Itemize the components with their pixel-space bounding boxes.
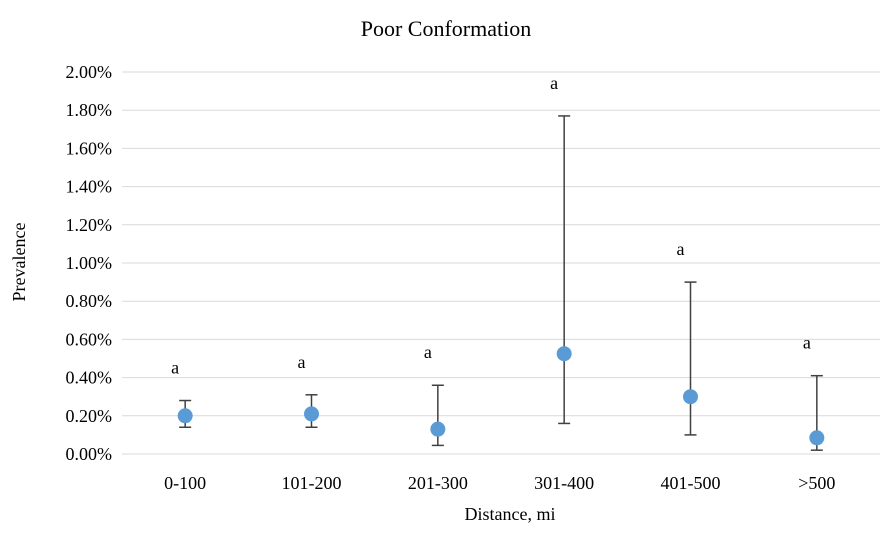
- y-tick-label: 1.20%: [66, 215, 113, 235]
- significance-label: a: [171, 358, 179, 378]
- y-tick-label: 2.00%: [66, 62, 113, 82]
- data-points: [177, 346, 825, 446]
- significance-label: a: [298, 352, 306, 372]
- y-tick-label: 0.20%: [66, 406, 113, 426]
- y-tick-label: 0.40%: [66, 368, 113, 388]
- error-bars: [179, 115, 823, 451]
- y-tick-label: 0.80%: [66, 291, 113, 311]
- x-tick-label: >500: [798, 473, 835, 493]
- significance-label: a: [424, 342, 432, 362]
- data-point: [304, 406, 319, 422]
- x-tick-label: 401-500: [661, 473, 721, 493]
- y-tick-label: 1.00%: [66, 253, 113, 273]
- significance-label: a: [803, 333, 811, 353]
- x-tick-label: 301-400: [534, 473, 594, 493]
- error-bar: [558, 115, 571, 425]
- x-tick-label: 201-300: [408, 473, 468, 493]
- y-tick-label: 1.80%: [66, 100, 113, 120]
- error-bar: [684, 281, 697, 436]
- y-tick-label: 0.00%: [66, 444, 113, 464]
- data-point: [177, 408, 193, 424]
- x-tick-label: 0-100: [164, 473, 206, 493]
- y-tick-label: 1.60%: [66, 138, 113, 158]
- significance-label: a: [677, 239, 685, 259]
- data-point: [683, 389, 698, 405]
- y-tick-label: 0.60%: [66, 329, 113, 349]
- y-tick-label: 1.40%: [66, 177, 113, 197]
- y-tick-labels: 0.00% 0.20% 0.40% 0.60% 0.80% 1.00% 1.20% 1.40%…: [66, 62, 113, 464]
- x-tick-label: 101-200: [282, 473, 342, 493]
- y-axis-label: Prevalence: [9, 223, 29, 302]
- x-axis-label: Distance, mi: [465, 504, 556, 524]
- x-tick-labels: 0-100 101-200 201-300 301-400 401-500 >500: [164, 473, 835, 493]
- significance-labels: a a a a a a: [171, 73, 811, 378]
- data-point: [430, 421, 446, 437]
- gridlines: [122, 71, 880, 455]
- significance-label: a: [550, 73, 558, 93]
- chart-title: Poor Conformation: [361, 16, 532, 41]
- data-point: [809, 430, 825, 446]
- data-point: [556, 346, 572, 362]
